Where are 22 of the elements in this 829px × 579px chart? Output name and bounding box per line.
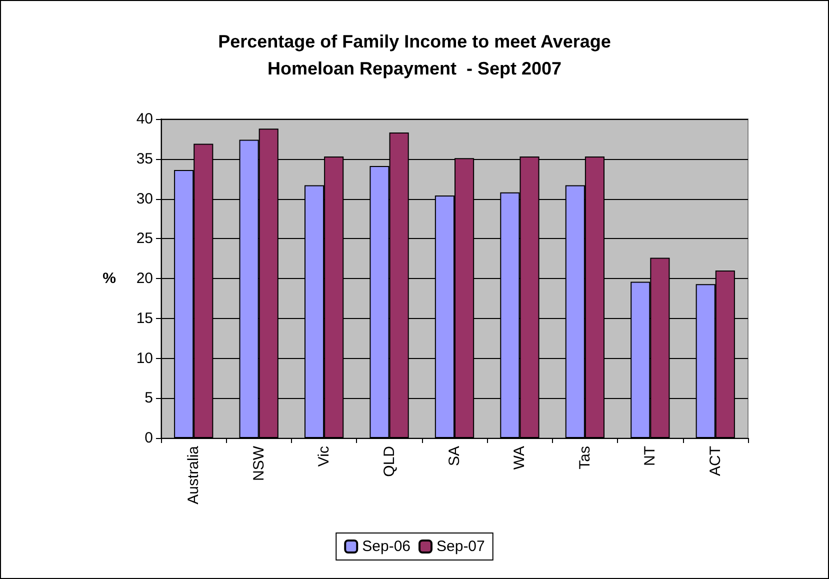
x-tick-label: QLD [380, 446, 398, 477]
x-tick-label: WA [511, 446, 528, 470]
y-tick-label: 35 [136, 150, 153, 168]
x-tick-label: Vic [316, 446, 333, 467]
legend-label: Sep-06 [362, 538, 411, 555]
y-tick-label: 25 [136, 230, 153, 248]
y-tick-label: 40 [136, 110, 153, 128]
x-tick-label: NT [642, 446, 659, 466]
y-tick-label: 0 [144, 430, 153, 446]
x-tick-label: Tas [576, 446, 594, 470]
y-tick-label: 10 [136, 350, 153, 367]
y-axis-title: % [102, 270, 116, 287]
x-tick-label: NSW [250, 445, 268, 481]
y-tick-label: 15 [136, 310, 153, 327]
y-tick-label: 20 [136, 270, 153, 287]
legend-label: Sep-07 [436, 538, 485, 555]
x-tick-label: SA [446, 446, 463, 466]
x-tick-label: ACT [706, 446, 724, 476]
x-tick-label: Australia [185, 445, 202, 504]
y-tick-label: 30 [136, 190, 153, 208]
chart-title: Percentage of Family Income to meet Average Homeloan Repayment - Sept 2007 [218, 32, 611, 78]
y-tick-label: 5 [144, 390, 153, 407]
